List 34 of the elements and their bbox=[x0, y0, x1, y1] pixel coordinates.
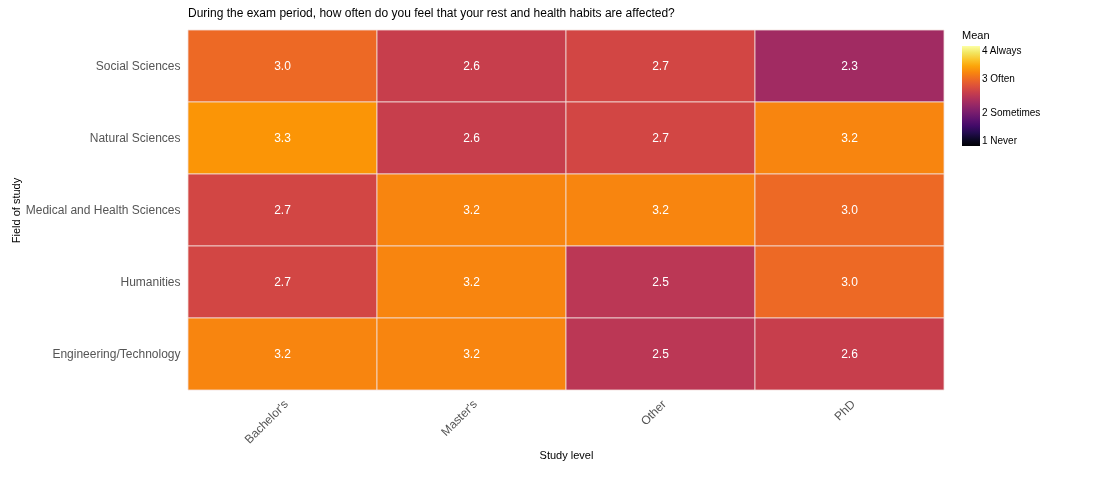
y-tick-label: Engineering/Technology bbox=[52, 347, 181, 361]
data-label: 3.0 bbox=[274, 59, 292, 73]
y-axis-title: Field of study bbox=[9, 177, 22, 244]
color-bar-label: 3 Often bbox=[982, 73, 1015, 85]
data-label: 3.2 bbox=[652, 203, 670, 217]
data-label: 3.2 bbox=[463, 275, 481, 289]
y-tick-label: Humanities bbox=[120, 275, 181, 289]
x-axis-title: Study level bbox=[539, 448, 594, 461]
color-bar-label: 2 Sometimes bbox=[982, 106, 1041, 118]
data-label: 3.2 bbox=[463, 347, 481, 361]
data-label: 3.2 bbox=[274, 347, 292, 361]
color-bar-label: 4 Always bbox=[982, 45, 1022, 56]
data-label: 2.5 bbox=[652, 275, 670, 289]
legend-title: Mean bbox=[962, 29, 990, 41]
data-label: 2.7 bbox=[274, 275, 292, 289]
data-label: 2.6 bbox=[463, 131, 481, 145]
data-label: 2.6 bbox=[841, 347, 859, 361]
x-tick-label: PhD bbox=[831, 396, 859, 424]
data-label: 2.3 bbox=[841, 59, 859, 73]
y-tick-label: Natural Sciences bbox=[89, 131, 181, 145]
chart-title: During the exam period, how often do you feel that your rest and health habits are affected? bbox=[188, 5, 676, 20]
data-label: 2.7 bbox=[274, 203, 292, 217]
data-label: 3.0 bbox=[841, 275, 859, 289]
y-tick-label: Medical and Health Sciences bbox=[25, 203, 181, 217]
data-label: 3.3 bbox=[274, 131, 292, 145]
data-label: 2.5 bbox=[652, 347, 670, 361]
data-label: 3.0 bbox=[841, 203, 859, 217]
data-label: 3.2 bbox=[841, 131, 859, 145]
color-bar-label: 1 Never bbox=[982, 135, 1018, 146]
data-label: 3.2 bbox=[463, 203, 481, 217]
data-label: 2.6 bbox=[463, 59, 481, 73]
data-label: 2.7 bbox=[652, 59, 670, 73]
data-label: 2.7 bbox=[652, 131, 670, 145]
y-tick-label: Social Sciences bbox=[95, 59, 181, 73]
